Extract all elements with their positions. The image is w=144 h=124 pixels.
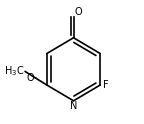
Text: F: F bbox=[103, 80, 108, 90]
Text: O: O bbox=[27, 73, 35, 83]
Text: N: N bbox=[70, 101, 77, 111]
Text: O: O bbox=[75, 7, 82, 16]
Text: H$_3$C: H$_3$C bbox=[4, 64, 25, 78]
